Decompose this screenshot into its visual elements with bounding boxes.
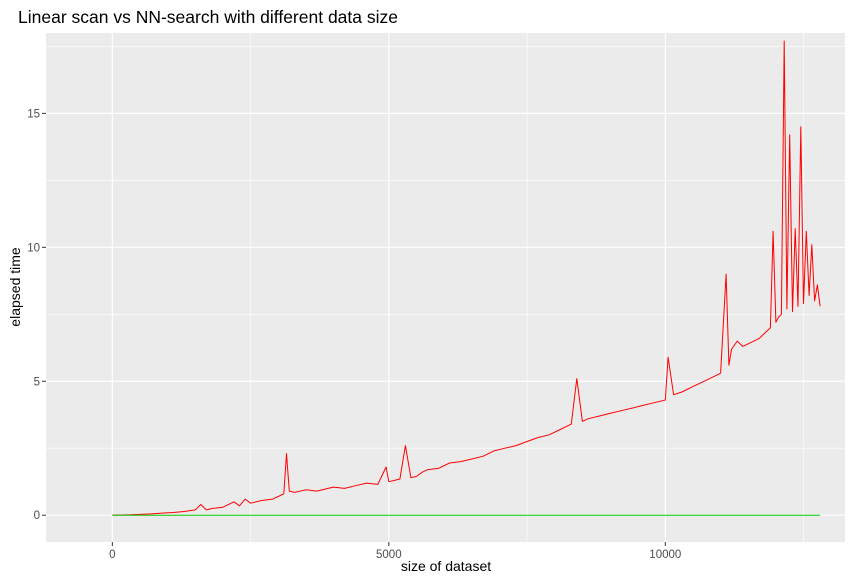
series-layer xyxy=(112,40,821,516)
x-axis: 0 5000 10000 xyxy=(109,542,681,561)
y-tick-label: 10 xyxy=(27,242,40,254)
x-axis-title: size of dataset xyxy=(401,558,491,574)
plot-panel xyxy=(46,33,845,542)
y-axis: 0 5 10 15 xyxy=(27,108,46,522)
x-tick-label: 10000 xyxy=(649,549,681,561)
y-tick-label: 5 xyxy=(34,376,40,388)
y-tick-label: 0 xyxy=(34,510,40,522)
y-axis-title: elapsed time xyxy=(7,247,23,327)
x-tick-label: 0 xyxy=(109,549,115,561)
series-line-0 xyxy=(112,40,821,516)
chart-title: Linear scan vs NN-search with different … xyxy=(18,7,398,27)
y-tick-label: 15 xyxy=(27,108,40,120)
x-tick-label: 5000 xyxy=(376,549,402,561)
